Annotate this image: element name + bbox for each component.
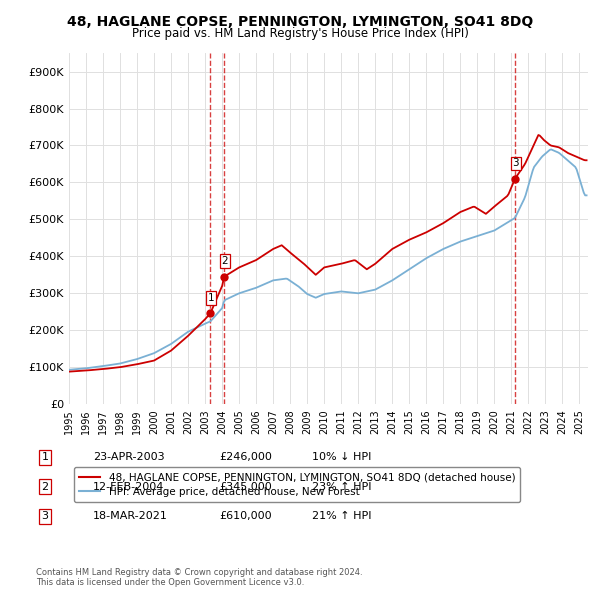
Text: 18-MAR-2021: 18-MAR-2021 <box>93 512 168 521</box>
Text: 2: 2 <box>41 482 49 491</box>
Text: £345,000: £345,000 <box>219 482 272 491</box>
Text: Contains HM Land Registry data © Crown copyright and database right 2024.
This d: Contains HM Land Registry data © Crown c… <box>36 568 362 587</box>
Text: £610,000: £610,000 <box>219 512 272 521</box>
Legend: 48, HAGLANE COPSE, PENNINGTON, LYMINGTON, SO41 8DQ (detached house), HPI: Averag: 48, HAGLANE COPSE, PENNINGTON, LYMINGTON… <box>74 467 520 502</box>
Text: 23% ↑ HPI: 23% ↑ HPI <box>312 482 371 491</box>
Text: 10% ↓ HPI: 10% ↓ HPI <box>312 453 371 462</box>
Text: 1: 1 <box>41 453 49 462</box>
Text: Price paid vs. HM Land Registry's House Price Index (HPI): Price paid vs. HM Land Registry's House … <box>131 27 469 40</box>
Text: £246,000: £246,000 <box>219 453 272 462</box>
Text: 23-APR-2003: 23-APR-2003 <box>93 453 164 462</box>
Text: 1: 1 <box>208 293 215 303</box>
Text: 3: 3 <box>512 158 519 168</box>
Text: 2: 2 <box>222 256 229 266</box>
Text: 21% ↑ HPI: 21% ↑ HPI <box>312 512 371 521</box>
Text: 12-FEB-2004: 12-FEB-2004 <box>93 482 164 491</box>
Text: 48, HAGLANE COPSE, PENNINGTON, LYMINGTON, SO41 8DQ: 48, HAGLANE COPSE, PENNINGTON, LYMINGTON… <box>67 15 533 29</box>
Text: 3: 3 <box>41 512 49 521</box>
